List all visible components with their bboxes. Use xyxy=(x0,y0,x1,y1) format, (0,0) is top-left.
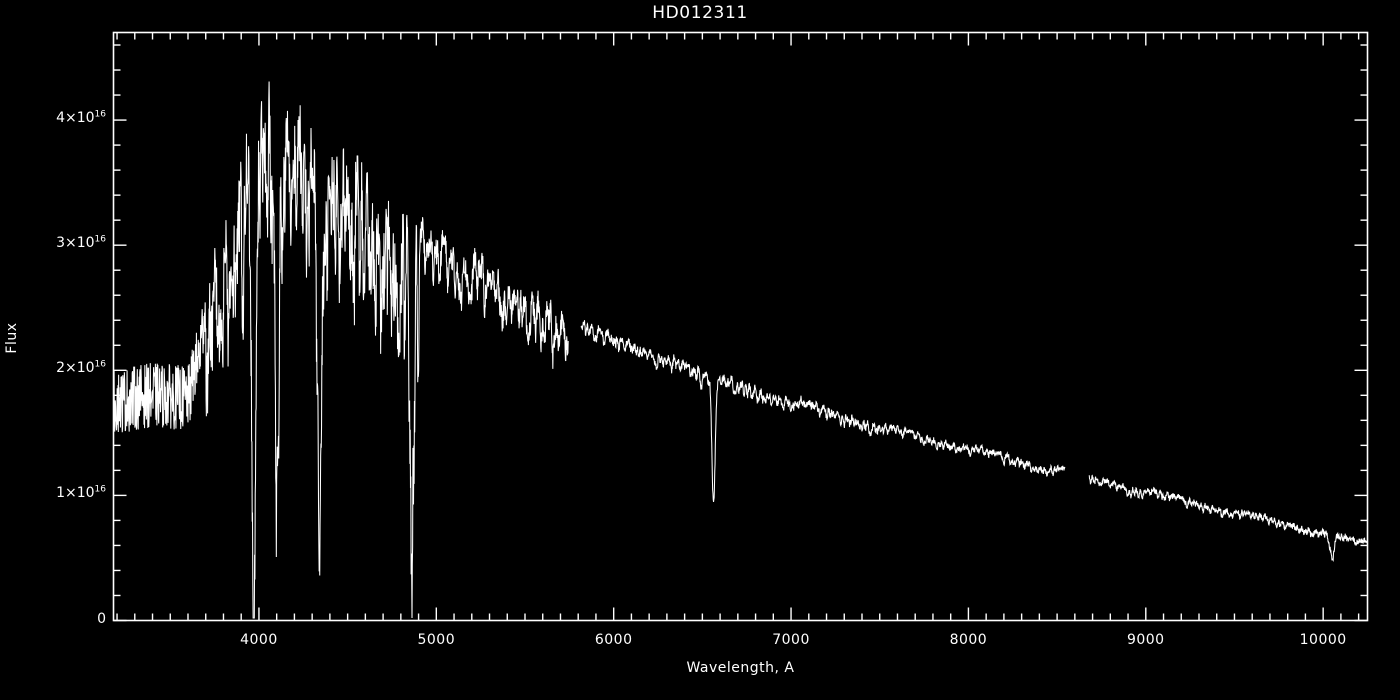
y-tick-label: 3×1016 xyxy=(56,234,106,252)
y-tick-label: 0 xyxy=(97,610,106,627)
spectrum-line xyxy=(580,320,1066,502)
y-tick-label: 4×1016 xyxy=(56,109,106,127)
spectrum-line xyxy=(1088,474,1368,563)
x-axis-title: Wavelength, A xyxy=(686,660,795,676)
x-tick-label: 4000 xyxy=(240,632,278,648)
x-tick-label: 8000 xyxy=(949,632,988,648)
page-title: HD012311 xyxy=(652,3,748,23)
plot-frame xyxy=(112,31,1369,622)
x-tick-label: 6000 xyxy=(594,632,633,648)
y-tick-label: 1×1016 xyxy=(56,484,106,502)
y-tick-label: 2×1016 xyxy=(56,359,106,377)
spectrum-trace xyxy=(112,81,1368,619)
spectrum-line xyxy=(112,81,569,619)
y-axis-tick-labels: 0 1×1016 2×1016 3×1016 4×1016 xyxy=(0,0,106,700)
axis-ticks xyxy=(113,32,1368,622)
x-tick-label: 10000 xyxy=(1299,632,1347,648)
x-tick-label: 5000 xyxy=(417,632,456,648)
x-tick-label: 7000 xyxy=(772,632,810,648)
x-tick-label: 9000 xyxy=(1126,632,1165,648)
